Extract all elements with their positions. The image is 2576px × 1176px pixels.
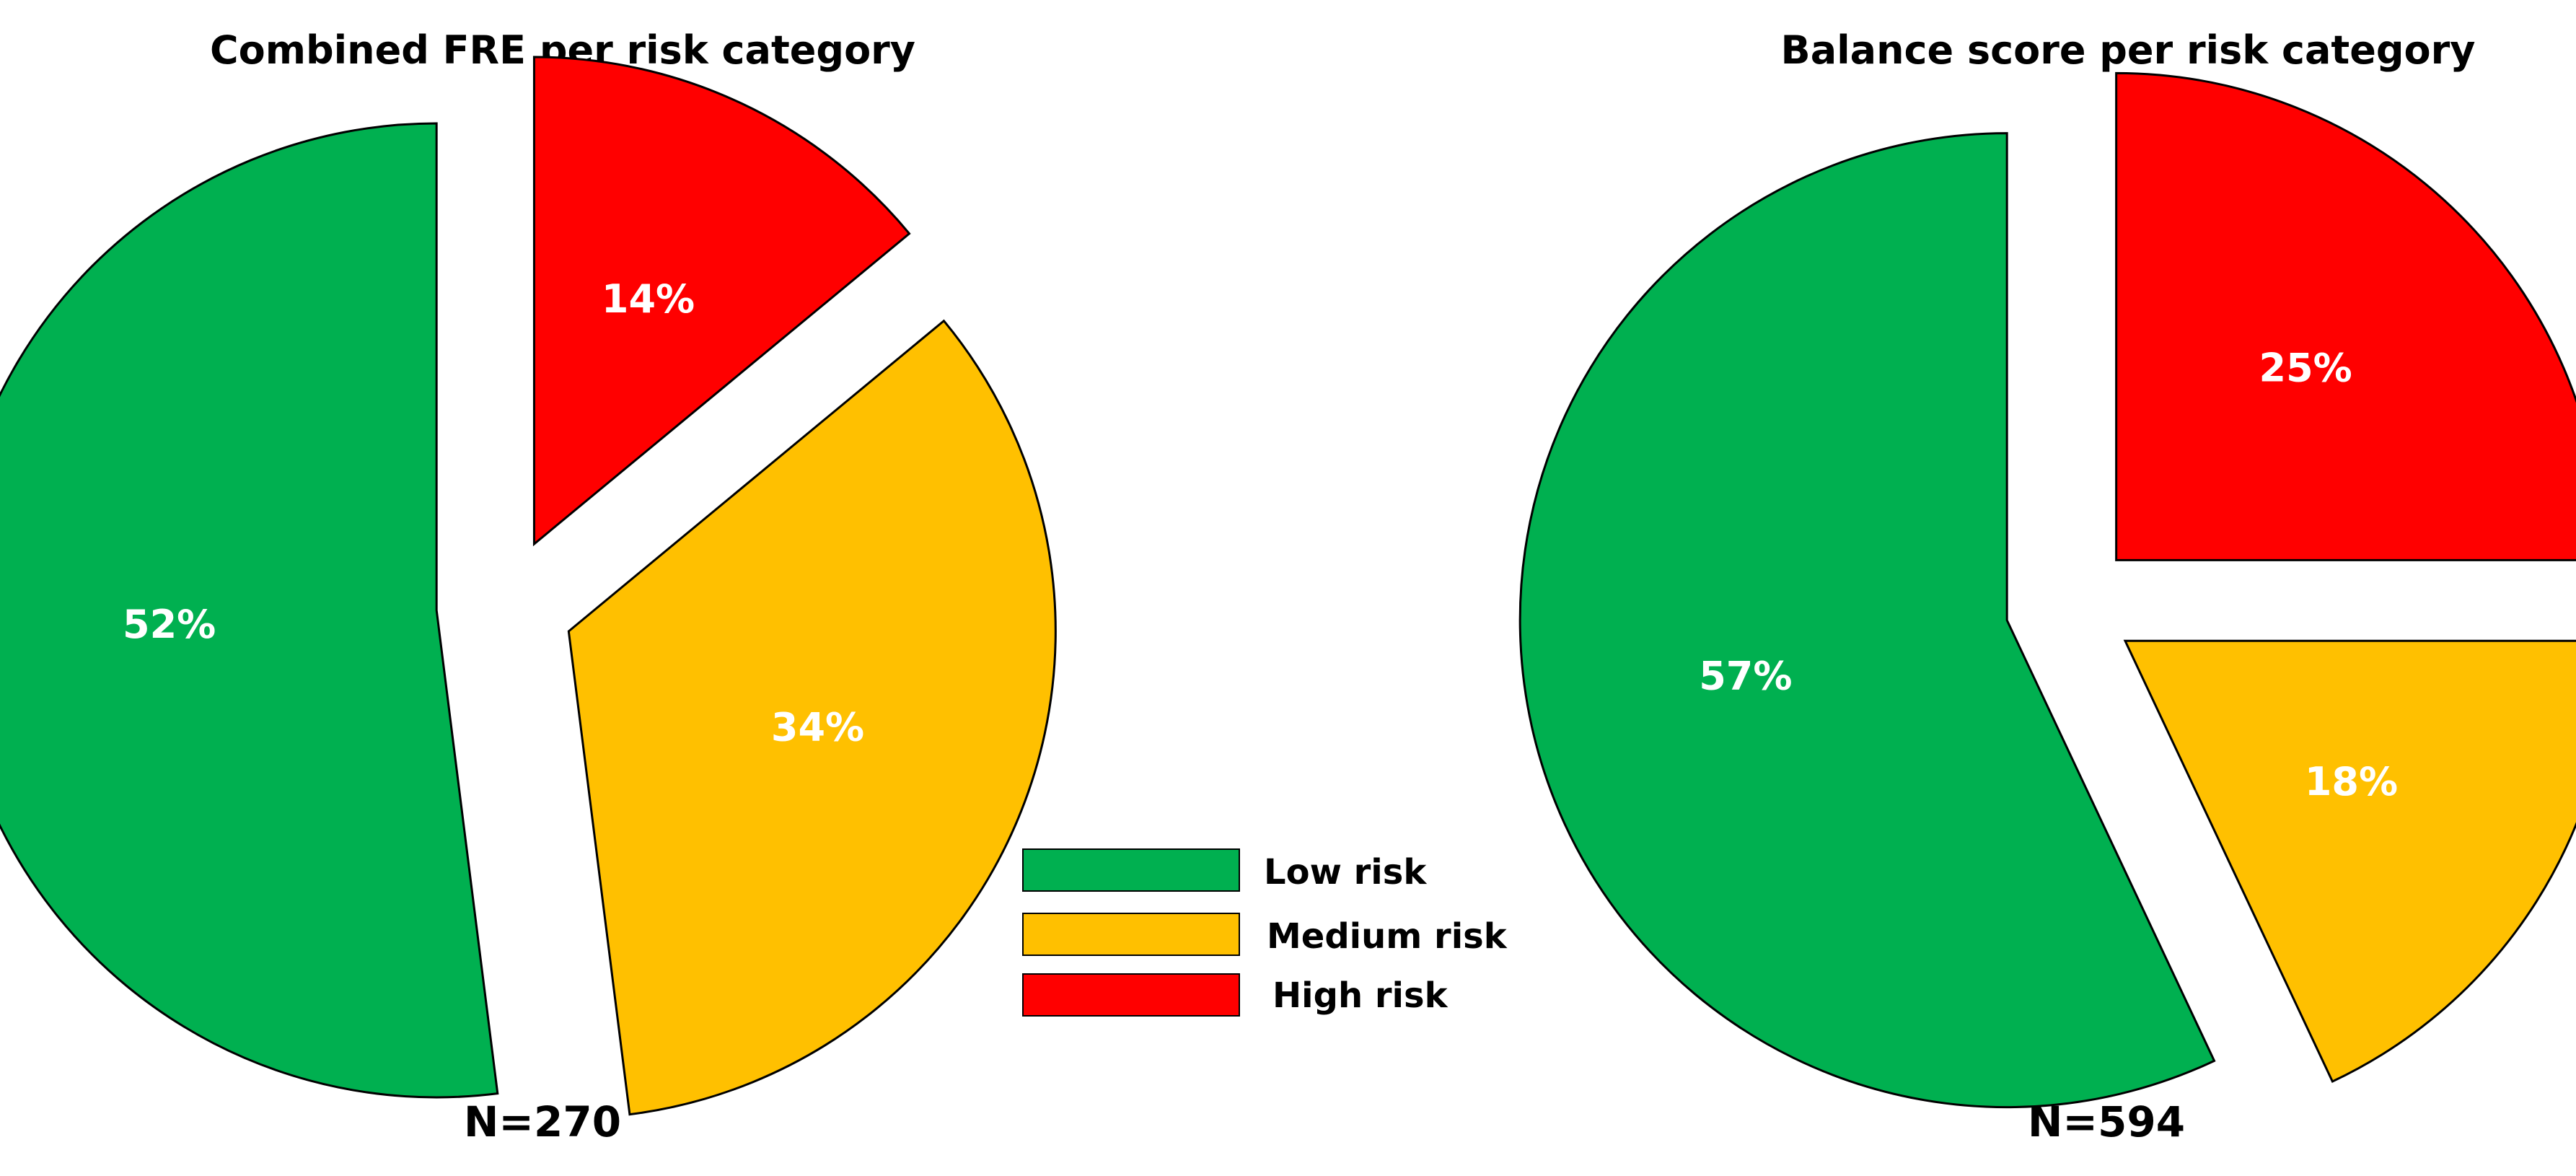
pie-slice-low-risk [1518, 132, 2216, 1109]
legend-label-medium: Medium risk [1267, 916, 1508, 957]
pie-chart-balance-score: Balance score per risk category 25% 18% 57… [1518, 27, 2576, 1146]
pie-slices: 25% 18% 57% [1518, 71, 2576, 1109]
pie-slice-label-high-risk: 25% [2259, 345, 2352, 390]
sample-size-label: N=270 [464, 1097, 621, 1146]
pie-slice-medium-risk [2123, 639, 2576, 1083]
legend-item-high: High risk [1022, 973, 1449, 1017]
pie-slice-high-risk [2115, 71, 2576, 561]
pie-slice-low-risk [0, 122, 499, 1099]
pie-slice-label-low-risk: 57% [1699, 653, 1792, 698]
legend-swatch-high [1022, 973, 1240, 1017]
legend-label-low: Low risk [1264, 852, 1427, 892]
pie-slice-label-medium-risk: 18% [2305, 759, 2398, 804]
chart-title: Balance score per risk category [1781, 27, 2476, 73]
legend-item-medium: Medium risk [1022, 913, 1508, 957]
pie-slices: 14% 34% 52% [0, 56, 1057, 1116]
sample-size-label: N=594 [2028, 1097, 2185, 1146]
legend-label-high: High risk [1272, 975, 1449, 1016]
legend: Low risk Medium risk High risk [1022, 848, 1508, 1017]
legend-swatch-medium [1022, 913, 1240, 956]
pie-slice-label-medium-risk: 34% [771, 704, 864, 750]
pie-slice-label-low-risk: 52% [123, 602, 216, 647]
legend-swatch-low [1022, 848, 1240, 892]
pie-chart-combined-fre: Combined FRE per risk category 14%34%52%… [0, 27, 1057, 1146]
pie-slice-medium-risk [567, 319, 1057, 1116]
pie-slice-high-risk [532, 56, 911, 547]
legend-item-low: Low risk [1022, 848, 1427, 892]
pie-slice-label-high-risk: 14% [602, 276, 695, 322]
